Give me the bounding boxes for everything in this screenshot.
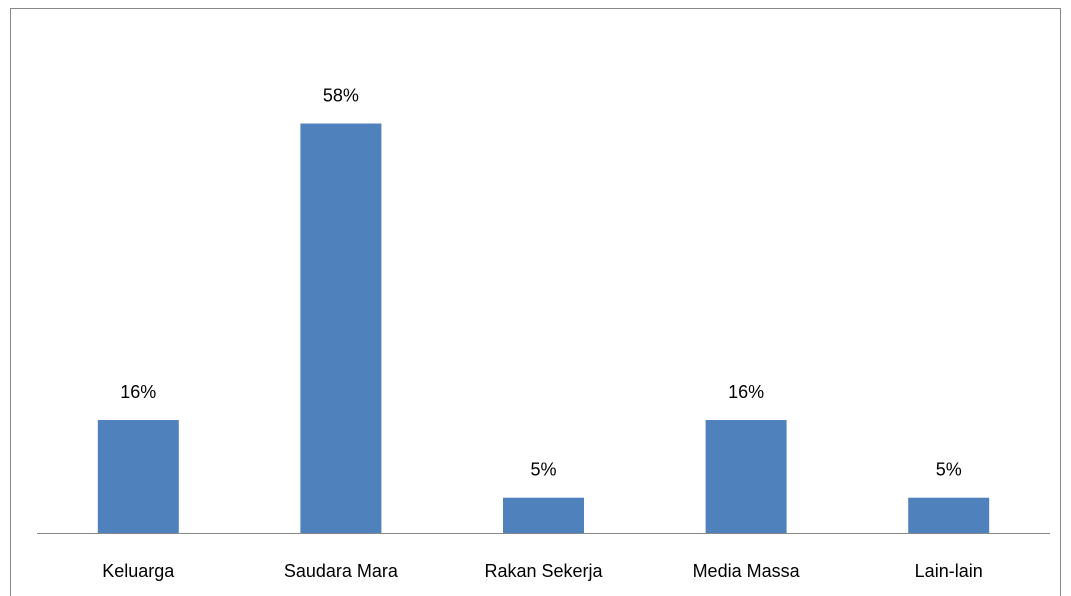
bar — [705, 420, 787, 533]
x-tick-label: Lain-lain — [915, 561, 983, 581]
x-tick-label: Rakan Sekerja — [484, 561, 603, 581]
x-tick-label: Media Massa — [693, 561, 801, 581]
data-label: 16% — [120, 382, 156, 402]
data-label: 5% — [936, 459, 962, 479]
data-label: 58% — [323, 85, 359, 105]
x-tick-label: Keluarga — [102, 561, 175, 581]
bar — [300, 123, 382, 534]
data-label: 5% — [530, 459, 556, 479]
bar — [908, 497, 990, 533]
data-label: 16% — [728, 382, 764, 402]
x-tick-label: Saudara Mara — [284, 561, 399, 581]
bar — [503, 497, 584, 533]
bar — [97, 420, 179, 533]
